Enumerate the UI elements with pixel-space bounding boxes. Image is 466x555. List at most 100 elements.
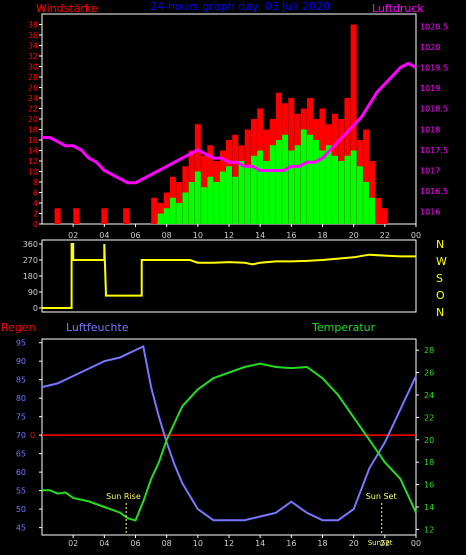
wind-tick-label-0: 0 [33, 220, 38, 229]
temperature-tick-label-5: 22 [424, 413, 434, 422]
wind-tick-label-16: 32 [28, 52, 38, 61]
wind-speed-bar-0 [54, 208, 61, 224]
wind-gust-bar-4 [182, 192, 189, 224]
humidity-tick-label-4: 65 [16, 450, 26, 459]
compass-s: S [436, 272, 443, 285]
x-tick-label-top-11: 00 [411, 231, 421, 240]
wind-gust-bar-15 [250, 155, 257, 224]
wind-gust-bar-11 [226, 166, 232, 224]
sunrise-label: Sun Rise [106, 492, 141, 501]
wind-gust-bar-17 [263, 161, 270, 224]
x-tick-label-bottom-3: 08 [162, 539, 172, 548]
pressure-tick-label-3: 1017.5 [420, 146, 448, 155]
wind-gust-bar-6 [194, 171, 201, 224]
temperature-tick-label-8: 28 [424, 346, 434, 355]
wind-speed-bar-38 [363, 129, 370, 224]
humidity-tick-label-10: 95 [16, 339, 26, 348]
sunset-bottom-label: SunSet [368, 539, 393, 547]
wind-direction-line [42, 243, 416, 309]
wind-tick-label-8: 16 [28, 136, 38, 145]
wind-speed-bar-41 [381, 208, 388, 224]
wind-gust-bar-22 [294, 145, 301, 224]
wind-tick-label-18: 36 [28, 31, 38, 40]
wind-gust-bar-20 [282, 134, 289, 224]
x-tick-label-top-4: 10 [193, 231, 203, 240]
wind-gust-bar-14 [244, 166, 251, 224]
wind-tick-label-13: 26 [28, 84, 38, 93]
pressure-line [42, 61, 417, 185]
wind-tick-label-5: 10 [28, 168, 38, 177]
x-tick-label-top-7: 16 [286, 231, 296, 240]
x-tick-label-top-10: 22 [380, 231, 390, 240]
wind-gust-bar-21 [288, 150, 295, 224]
temperature-line [42, 362, 417, 522]
pressure-tick-label-7: 1019.5 [420, 64, 448, 73]
pressure-tick-label-5: 1018.5 [420, 105, 448, 114]
wind-gust-bar-34 [369, 197, 376, 224]
wind-speed-bar-3 [123, 208, 130, 224]
wind-tick-label-3: 6 [33, 189, 38, 198]
rain-zero-label: 0 [30, 431, 35, 440]
wind-gust-bar-5 [188, 182, 195, 224]
temperature-tick-label-0: 12 [424, 525, 434, 534]
wind-gust-bar-3 [176, 203, 183, 224]
chart-title: 24-hours graph day: 03 Juli 2020 [150, 0, 330, 13]
temperature-tick-label-7: 26 [424, 369, 434, 378]
humidity-tick-label-6: 75 [16, 413, 26, 422]
x-tick-label-bottom-9: 20 [349, 539, 359, 548]
wind-gust-bar-0 [157, 213, 164, 224]
wind-tick-label-9: 18 [28, 126, 38, 135]
compass-o: O [436, 289, 445, 302]
wind-gust-bar-32 [356, 166, 363, 224]
x-tick-label-top-9: 20 [349, 231, 359, 240]
humidity-tick-label-1: 50 [16, 505, 26, 514]
sunset-label: Sun Set [366, 492, 397, 501]
pressure-tick-label-2: 1017 [420, 166, 440, 175]
humidity-tick-label-5: 70 [16, 431, 26, 440]
wind-speed-bar-39 [369, 161, 376, 224]
wind-gust-bar-33 [363, 182, 370, 224]
temperature-tick-label-1: 14 [424, 503, 434, 512]
x-tick-label-top-8: 18 [317, 231, 327, 240]
wind-speed-bar-1 [73, 208, 80, 224]
wind-speed-bar-40 [375, 197, 382, 224]
direction-tick-label-0: 0 [33, 304, 38, 313]
wind-tick-label-17: 34 [28, 42, 38, 51]
x-tick-label-bottom-0: 02 [68, 539, 78, 548]
x-tick-label-bottom-1: 04 [99, 539, 109, 548]
wind-speed-bar-4 [151, 197, 158, 224]
wind-gust-bar-10 [219, 171, 226, 224]
wind-speed-bar-2 [101, 208, 108, 224]
x-tick-label-top-0: 02 [68, 231, 78, 240]
wind-gust-bar-12 [232, 176, 239, 224]
temperature-tick-label-4: 20 [424, 436, 434, 445]
pressure-tick-label-1: 1016.5 [420, 187, 448, 196]
x-tick-label-top-1: 04 [99, 231, 109, 240]
wind-tick-label-7: 14 [28, 147, 38, 156]
humidity-line [41, 344, 417, 522]
wind-gust-bar-8 [207, 176, 214, 224]
wind-tick-label-4: 8 [33, 178, 38, 187]
wind-gust-bar-25 [313, 140, 320, 224]
pressure-tick-label-8: 1020 [420, 43, 440, 52]
wind-gust-bar-7 [201, 187, 208, 224]
x-tick-label-bottom-5: 12 [224, 539, 234, 548]
humidity-tick-label-0: 45 [16, 524, 26, 533]
pressure-tick-label-4: 1018 [420, 125, 440, 134]
wind-gust-bar-29 [338, 161, 345, 224]
wind-gust-bar-23 [300, 129, 307, 224]
rain-axis-label: Regen [1, 321, 36, 334]
wind-tick-label-6: 12 [28, 157, 38, 166]
wind-tick-label-1: 2 [33, 210, 38, 219]
x-tick-label-top-6: 14 [255, 231, 265, 240]
temperature-tick-label-3: 18 [424, 458, 434, 467]
wind-gust-bar-1 [163, 208, 170, 224]
pressure-axis-label: Luftdruck [372, 2, 424, 15]
x-tick-label-bottom-2: 06 [130, 539, 140, 548]
direction-tick-label-3: 270 [23, 256, 38, 265]
wind-gust-bar-13 [238, 161, 245, 224]
pressure-tick-label-9: 1020.5 [420, 22, 448, 31]
direction-tick-label-4: 360 [23, 240, 38, 249]
humidity-tick-label-7: 80 [16, 394, 26, 403]
x-tick-label-top-5: 12 [224, 231, 234, 240]
